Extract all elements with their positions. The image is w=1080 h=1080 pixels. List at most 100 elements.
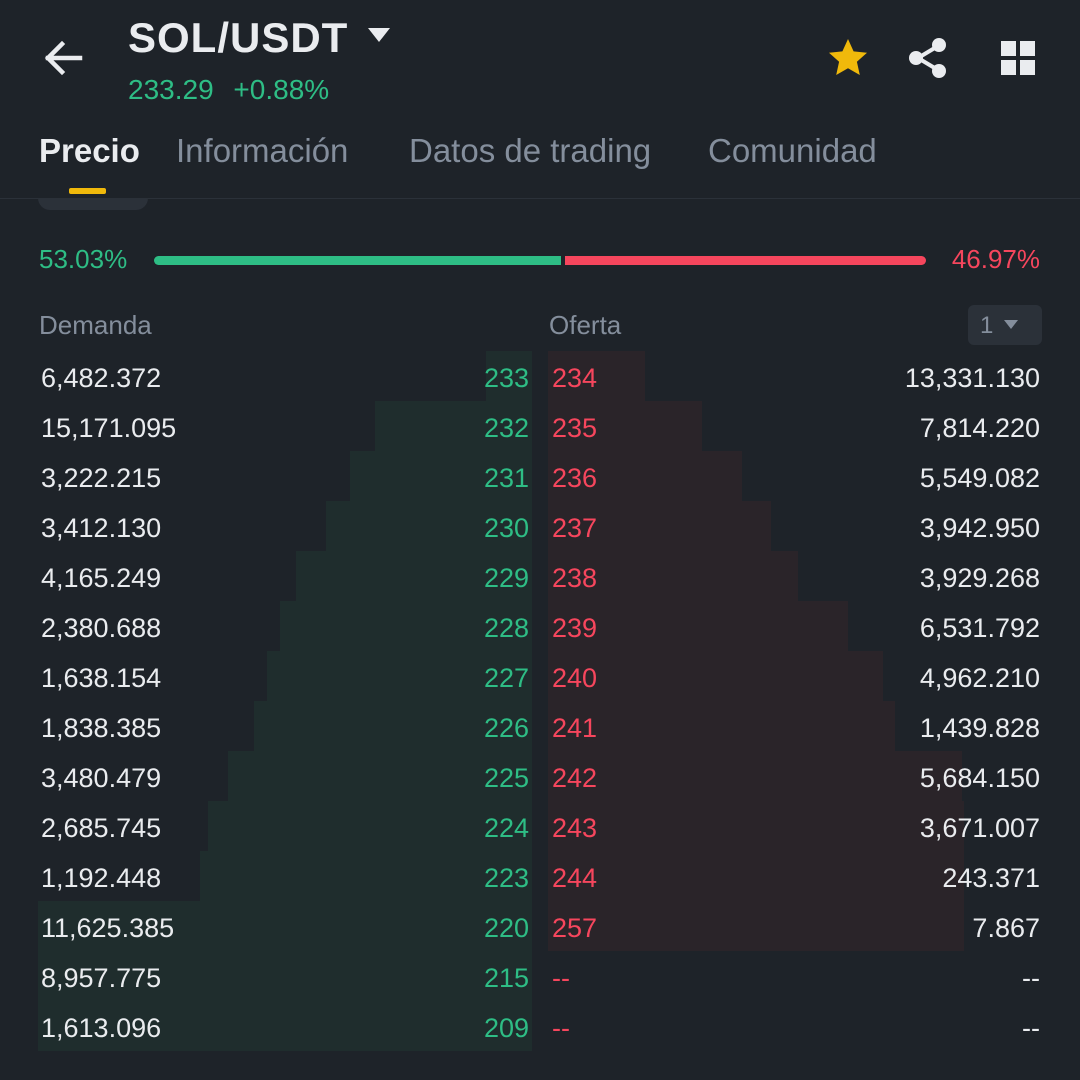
ask-price: 236: [552, 463, 598, 493]
bid-quantity: 3,412.130: [41, 513, 162, 543]
ask-quantity: --: [1022, 963, 1040, 993]
orderbook-row[interactable]: 15,171.095 232 235 7,814.220: [0, 401, 1080, 451]
orderbook-row[interactable]: 1,838.385 226 241 1,439.828: [0, 701, 1080, 751]
ask-quantity: 7.867: [972, 913, 1040, 943]
orderbook-row[interactable]: 2,685.745 224 243 3,671.007: [0, 801, 1080, 851]
bid-quantity: 11,625.385: [41, 913, 175, 943]
bid-quantity: 1,838.385: [41, 713, 162, 743]
bid-depth-bar: [296, 551, 532, 601]
bid-quantity: 15,171.095: [41, 413, 177, 443]
active-tab-indicator: [69, 188, 106, 194]
ask-price: 240: [552, 663, 598, 693]
ask-quantity: 4,962.210: [919, 663, 1040, 693]
bid-price: 228: [483, 613, 529, 643]
ask-price: 234: [552, 363, 598, 393]
bid-depth-bar: [228, 751, 532, 801]
bid-quantity: 1,192.448: [41, 863, 162, 893]
ask-depth-bar: [548, 801, 964, 851]
bid-depth-bar: [200, 851, 532, 901]
bid-depth-bar: [38, 1001, 532, 1051]
tab-informacion[interactable]: Información: [176, 132, 349, 169]
bid-price: 226: [483, 713, 529, 743]
bid-quantity: 4,165.249: [41, 563, 162, 593]
ask-quantity: 243.371: [942, 863, 1040, 893]
orderbook-row[interactable]: 11,625.385 220 257 7.867: [0, 901, 1080, 951]
ask-price: 257: [552, 913, 598, 943]
bid-price: 220: [483, 913, 529, 943]
ask-quantity: --: [1022, 1013, 1040, 1043]
orderbook-row[interactable]: 3,222.215 231 236 5,549.082: [0, 451, 1080, 501]
favorite-button[interactable]: [826, 36, 870, 80]
tab-precio[interactable]: Precio: [39, 132, 140, 169]
bid-quantity: 2,685.745: [41, 813, 162, 843]
orderbook-row[interactable]: 3,480.479 225 242 5,684.150: [0, 751, 1080, 801]
orderbook-row[interactable]: 4,165.249 229 238 3,929.268: [0, 551, 1080, 601]
orderbook-row[interactable]: 3,412.130 230 237 3,942.950: [0, 501, 1080, 551]
sell-ratio-label: 46.97%: [951, 244, 1040, 274]
ask-price: 244: [552, 863, 598, 893]
pair-menu-button[interactable]: [366, 26, 392, 46]
ask-price: 242: [552, 763, 598, 793]
arrow-left-icon: [44, 40, 83, 76]
ask-depth-bar: [548, 701, 895, 751]
bid-depth-bar: [326, 501, 532, 551]
bid-depth-bar: [38, 951, 532, 1001]
price-line: 233.29 +0.88%: [128, 74, 329, 106]
last-price: 233.29: [128, 74, 214, 105]
star-icon: [829, 39, 867, 75]
orderbook-row[interactable]: 1,613.096 209 -- --: [0, 1001, 1080, 1051]
bid-depth-bar: [486, 351, 532, 401]
bid-price: 232: [483, 413, 529, 443]
aggregation-select[interactable]: 1: [968, 305, 1042, 345]
buy-sell-ratio: 53.03% 46.97%: [0, 236, 1080, 286]
bid-price: 225: [483, 763, 529, 793]
tab-datos-de-trading[interactable]: Datos de trading: [409, 132, 652, 169]
bid-price: 231: [483, 463, 529, 493]
ask-depth-bar: [548, 651, 883, 701]
ask-quantity: 1,439.828: [919, 713, 1040, 743]
ask-depth-bar: [548, 401, 702, 451]
ask-depth-bar: [548, 501, 771, 551]
ask-price: 235: [552, 413, 598, 443]
buy-ratio-label: 53.03%: [39, 244, 128, 274]
bid-depth-bar: [280, 601, 532, 651]
ask-price: 237: [552, 513, 598, 543]
aggregation-value: 1: [980, 312, 994, 339]
bid-price: 229: [483, 563, 529, 593]
orderbook-row[interactable]: 1,192.448 223 244 243.371: [0, 851, 1080, 901]
ask-quantity: 3,671.007: [919, 813, 1040, 843]
bid-depth-bar: [267, 651, 532, 701]
layout-button[interactable]: [996, 36, 1040, 80]
ask-depth-bar: [548, 451, 742, 501]
back-button[interactable]: [40, 36, 86, 80]
bid-column-header: Demanda: [39, 310, 152, 340]
ask-price: 243: [552, 813, 598, 843]
ratio-bar: [154, 256, 926, 265]
buy-ratio-fill: [154, 256, 561, 265]
header: SOL/USDT 233.29 +0.88%: [0, 0, 1080, 120]
sell-ratio-fill: [565, 256, 926, 265]
ask-quantity: 6,531.792: [919, 613, 1040, 643]
ask-quantity: 7,814.220: [919, 413, 1040, 443]
orderbook-row[interactable]: 6,482.372 233 234 13,331.130: [0, 351, 1080, 401]
bid-quantity: 1,638.154: [41, 663, 162, 693]
collapsed-panel-edge: [38, 198, 148, 210]
price-change: +0.88%: [233, 74, 330, 105]
orderbook-row[interactable]: 2,380.688 228 239 6,531.792: [0, 601, 1080, 651]
orderbook-row[interactable]: 8,957.775 215 -- --: [0, 951, 1080, 1001]
ask-depth-bar: [548, 351, 645, 401]
orderbook-row[interactable]: 1,638.154 227 240 4,962.210: [0, 651, 1080, 701]
bid-price: 209: [483, 1013, 529, 1043]
ask-price: 238: [552, 563, 598, 593]
caret-down-icon: [368, 28, 390, 42]
bid-price: 224: [483, 813, 529, 843]
bid-price: 233: [483, 363, 529, 393]
ask-depth-bar: [548, 851, 964, 901]
ask-depth-bar: [548, 601, 848, 651]
ask-price: 239: [552, 613, 598, 643]
bid-quantity: 6,482.372: [41, 363, 162, 393]
tab-comunidad[interactable]: Comunidad: [708, 132, 877, 169]
share-button[interactable]: [906, 36, 950, 80]
bid-price: 215: [483, 963, 529, 993]
pair-title[interactable]: SOL/USDT: [128, 14, 349, 61]
